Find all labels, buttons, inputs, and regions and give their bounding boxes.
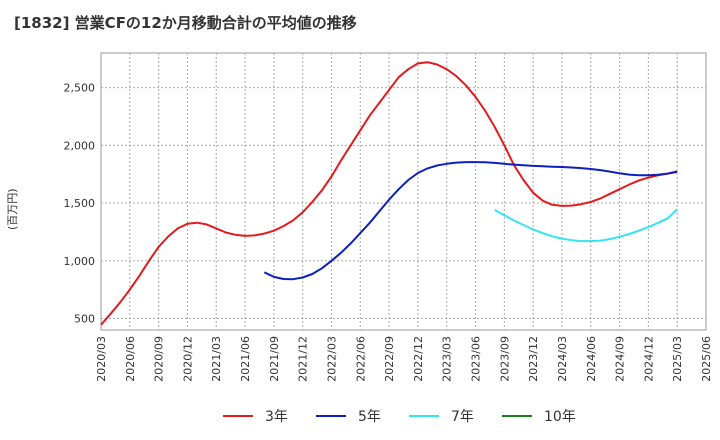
legend: 3年 5年 7年 10年 [0,404,720,428]
x-tick-label: 2025/06 [700,336,713,382]
x-tick-label: 2020/06 [124,336,137,382]
y-tick-labels: 500 1,000 1,500 2,000 2,500 [64,82,96,326]
x-tick-label: 2020/09 [153,336,166,382]
x-tick-label: 2021/12 [297,336,310,382]
x-tick-labels: 2020/03 2020/06 2020/09 2020/12 2021/03 2021/… [95,336,713,382]
x-tick-label: 2024/09 [614,336,627,382]
legend-label: 10年 [544,409,576,425]
y-tick-label: 500 [74,312,95,325]
legend-swatch [316,415,346,417]
y-gridlines [101,87,706,319]
legend-item: 7年 [409,404,474,428]
x-tick-label: 2024/03 [556,336,569,382]
x-tick-label: 2021/03 [210,336,223,382]
x-tick-label: 2024/06 [585,336,598,382]
x-tick-label: 2023/12 [527,336,540,382]
x-tick-label: 2022/12 [412,336,425,382]
x-tick-label: 2020/03 [95,336,108,382]
x-tick-label: 2024/12 [642,336,655,382]
series-lines [100,61,678,326]
series-line-3年 [100,61,678,326]
legend-swatch [223,415,253,417]
x-tick-label: 2023/03 [441,336,454,382]
series-line-7年 [494,208,678,243]
x-tick-label: 2022/03 [325,336,338,382]
legend-item: 5年 [316,404,381,428]
x-tick-label: 2021/09 [268,336,281,382]
chart-title: [1832] 営業CFの12か月移動合計の平均値の推移 [14,14,357,32]
x-tick-label: 2022/09 [383,336,396,382]
legend-swatch [502,415,532,417]
y-tick-label: 2,000 [64,139,96,152]
y-tick-label: 2,500 [64,82,96,95]
x-tick-label: 2025/03 [671,336,684,382]
legend-label: 3年 [265,409,288,425]
x-tick-label: 2021/06 [239,336,252,382]
legend-item: 10年 [502,404,576,428]
legend-item: 3年 [223,404,288,428]
x-tick-label: 2023/06 [470,336,483,382]
plot-area [100,52,707,331]
y-tick-label: 1,500 [64,197,96,210]
x-tick-label: 2020/12 [181,336,194,382]
series-line-5年 [263,161,678,281]
legend-swatch [409,415,439,417]
legend-label: 5年 [358,409,381,425]
x-tick-label: 2023/09 [498,336,511,382]
legend-label: 7年 [451,409,474,425]
x-tick-label: 2022/06 [354,336,367,382]
y-tick-label: 1,000 [64,255,96,268]
